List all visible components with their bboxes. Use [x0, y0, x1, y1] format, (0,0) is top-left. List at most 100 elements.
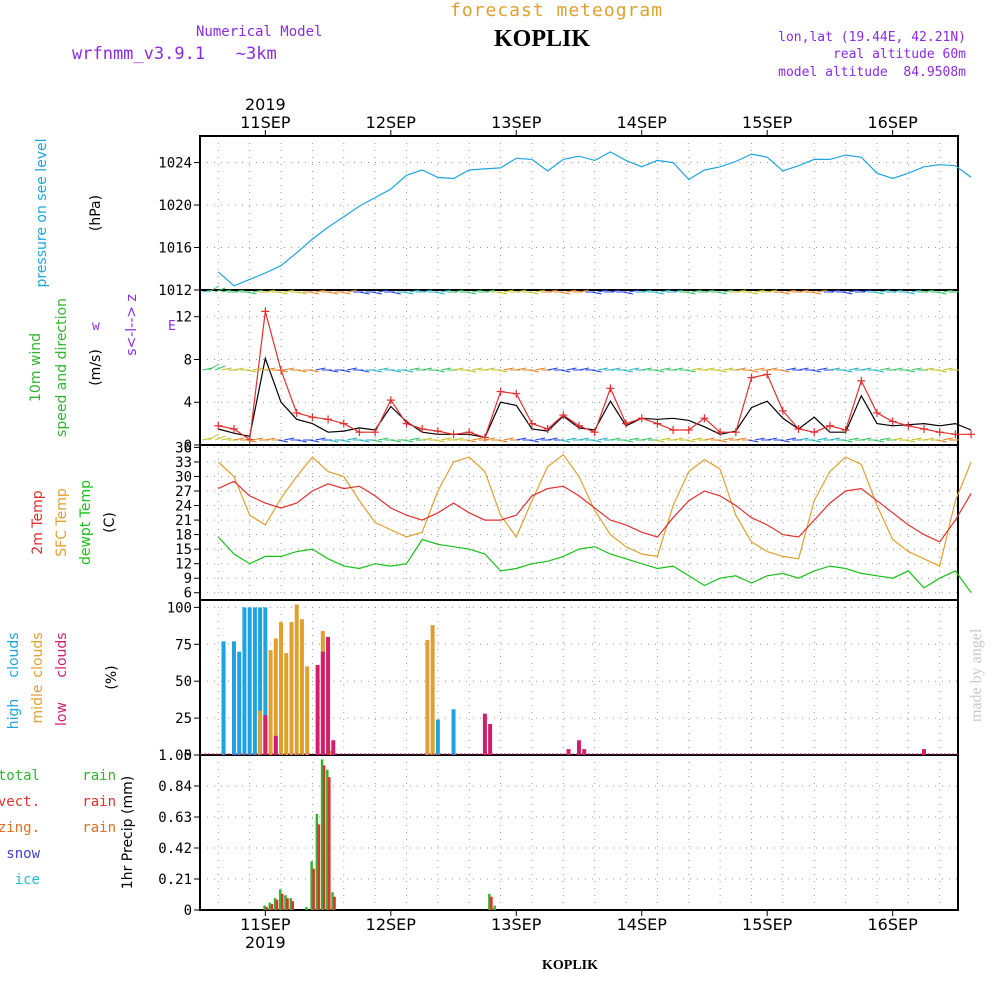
- wind-direction-arrow: [716, 439, 728, 443]
- y-tick-label: 1024: [158, 156, 192, 172]
- cloud-bar-midle: [425, 639, 430, 755]
- wind-speed-marker: [904, 421, 913, 430]
- wind-direction-arrow: [265, 367, 276, 371]
- wind-direction-arrow: [346, 437, 357, 441]
- wind-direction-arrow: [566, 367, 577, 371]
- panel-axis-label: pressure on see level: [34, 138, 50, 287]
- cloud-bar-midle: [284, 653, 289, 755]
- wind-direction-arrow: [660, 289, 671, 293]
- cloud-bar-low: [577, 740, 581, 755]
- wind-direction-arrow: [923, 367, 935, 371]
- wind-direction-arrow: [359, 439, 370, 443]
- wind-direction-arrow: [440, 437, 452, 441]
- wind-direction-arrow: [566, 437, 577, 441]
- wind-direction-arrow: [905, 369, 916, 373]
- wind-direction-arrow: [378, 289, 389, 293]
- cloud-bar-high: [242, 607, 247, 755]
- wind-direction-arrow: [440, 289, 452, 293]
- wind-direction-arrow: [434, 291, 445, 295]
- precip-bar: [281, 893, 284, 910]
- y-tick-label: 4: [184, 395, 192, 411]
- wind-direction-arrow: [434, 439, 445, 443]
- y-tick-label: 36: [175, 440, 192, 456]
- wind-direction-arrow: [422, 367, 433, 371]
- precip-bar: [317, 824, 321, 910]
- wind-speed-marker: [794, 424, 803, 433]
- wind-direction-arrow: [779, 291, 790, 295]
- wind-direction-arrow: [610, 289, 621, 293]
- wind-direction-arrow: [654, 291, 665, 295]
- y-tick-label: 0.21: [158, 872, 192, 888]
- year-top: 2019: [245, 95, 286, 114]
- wind-direction-arrow: [817, 437, 828, 441]
- credit-label: made by angel: [968, 628, 985, 722]
- pressure-line: [217, 151, 972, 287]
- y-tick-label: 33: [175, 455, 192, 471]
- wind-direction-arrow: [403, 439, 414, 443]
- wind-direction-arrow: [811, 369, 822, 373]
- cloud-legend-type: low: [54, 702, 70, 726]
- wind-speed-marker: [653, 419, 662, 428]
- rain-legend-name: snow: [6, 846, 40, 862]
- cloud-bar-midle: [258, 710, 263, 755]
- wind-direction-arrow: [672, 437, 684, 441]
- wind-direction-arrow: [409, 437, 420, 441]
- wind-direction-arrow: [829, 437, 841, 441]
- y-tick-label: 9: [184, 571, 192, 587]
- y-tick-label: 6: [184, 586, 192, 602]
- cloud-bar-midle: [268, 650, 273, 755]
- wind-direction-arrow: [208, 285, 220, 293]
- cloud-bar-low: [482, 713, 487, 755]
- wind-direction-arrow: [842, 291, 853, 295]
- wind-direction-arrow: [327, 291, 339, 295]
- wind-direction-arrow: [359, 369, 370, 373]
- wind-direction-arrow: [660, 367, 671, 371]
- wind-speed-marker: [747, 373, 756, 382]
- wind-direction-arrow: [547, 437, 558, 441]
- rain-legend-name: ice: [15, 872, 40, 888]
- wind-direction-arrow: [440, 367, 452, 371]
- wind-direction-arrow: [371, 369, 383, 373]
- wind-direction-arrow: [346, 289, 357, 293]
- wind-direction-arrow: [767, 437, 778, 441]
- wind-direction-arrow: [716, 291, 728, 295]
- panel-axis-label: speed and direction: [54, 298, 70, 437]
- wind-speed-marker: [261, 307, 270, 316]
- wind-speed-marker: [214, 421, 223, 430]
- wind-direction-arrow: [503, 289, 514, 293]
- sfc-temp-line: [217, 453, 972, 567]
- x-tick-label-bottom: 16SEP: [868, 915, 919, 934]
- wind-direction-arrow: [704, 437, 715, 441]
- wind-direction-arrow: [798, 367, 809, 371]
- wind-direction-arrow: [629, 289, 640, 293]
- wind-direction-arrow: [534, 437, 546, 441]
- wind-direction-arrow: [785, 437, 797, 441]
- wind-direction-arrow: [861, 437, 872, 441]
- wind-direction-arrow: [817, 289, 828, 293]
- wind-direction-arrow: [484, 367, 496, 371]
- wind-direction-arrow: [597, 367, 608, 371]
- wind-direction-arrow: [497, 439, 508, 443]
- y-tick-label: 100: [167, 600, 192, 616]
- wind-speed-marker: [637, 414, 646, 423]
- wind-direction-arrow: [723, 289, 734, 293]
- cloud-bar-midle: [328, 750, 333, 755]
- wind-direction-arrow: [221, 437, 232, 441]
- wind-direction-arrow: [233, 289, 245, 293]
- wind-direction-arrow: [503, 367, 514, 371]
- wind-speed-marker: [622, 419, 631, 428]
- wind-direction-arrow: [327, 369, 339, 373]
- panel-frame: [199, 599, 959, 756]
- x-tick-label-bottom: 12SEP: [366, 915, 417, 934]
- y-tick-label: 18: [175, 528, 192, 544]
- wind-direction-arrow: [246, 369, 257, 373]
- wind-direction-arrow: [309, 439, 320, 443]
- wind-direction-arrow: [622, 291, 634, 295]
- wind-direction-arrow: [472, 367, 483, 371]
- wind-direction-arrow: [672, 367, 684, 371]
- y-tick-label: 27: [175, 484, 192, 500]
- precip-bar: [328, 777, 331, 910]
- wind-direction-arrow: [453, 437, 464, 441]
- wind-direction-arrow: [484, 437, 496, 441]
- wind-direction-arrow: [578, 289, 590, 293]
